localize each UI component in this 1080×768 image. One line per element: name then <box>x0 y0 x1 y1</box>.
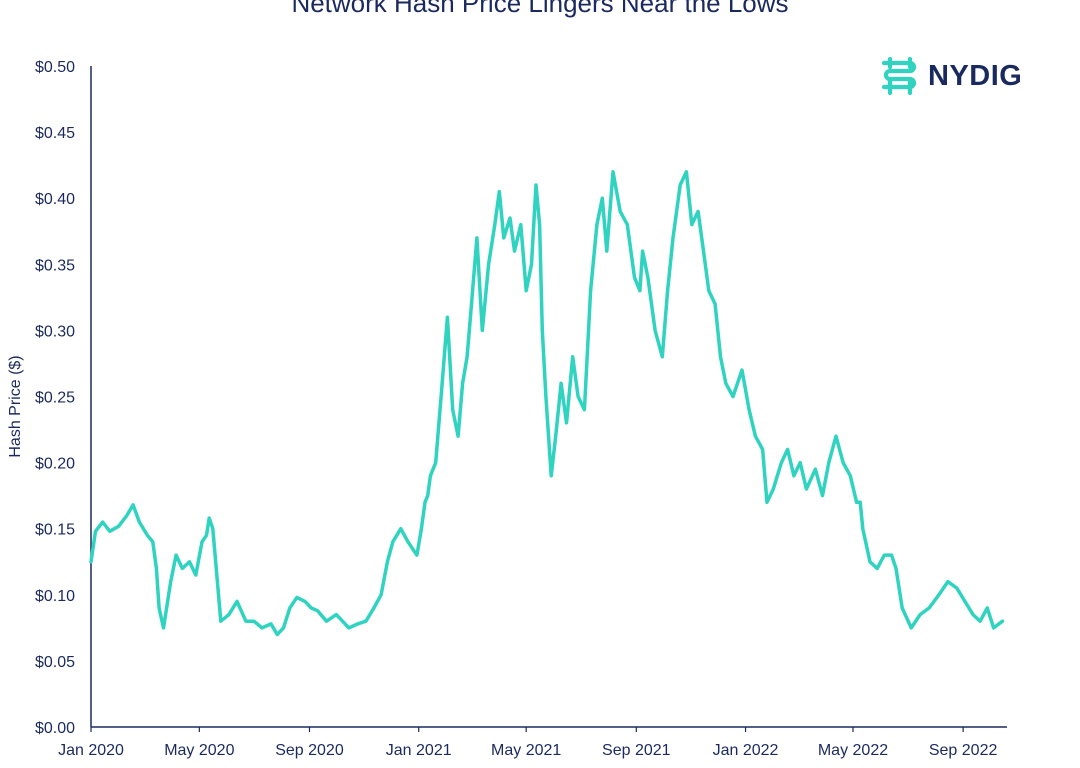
y-tick-label: $0.25 <box>35 390 75 407</box>
y-tick-label: $0.15 <box>35 522 75 539</box>
x-tick-label: Jan 2022 <box>713 742 779 759</box>
y-tick-label: $0.10 <box>35 588 75 605</box>
y-tick-label: $0.30 <box>35 323 75 340</box>
y-tick-label: $0.05 <box>35 654 75 671</box>
y-tick-label: $0.40 <box>35 191 75 208</box>
x-tick-label: Jan 2021 <box>386 742 452 759</box>
y-axis: $0.00 $0.05 $0.10 $0.15 $0.20 $0.25 $0.30 $0.35… <box>35 59 92 737</box>
y-tick-label: $0.50 <box>35 59 75 76</box>
x-tick-label: Sep 2020 <box>275 742 344 759</box>
x-tick-label: Jan 2020 <box>58 742 124 759</box>
series-line-hash-price <box>89 170 1005 637</box>
nydig-logo-text: NYDIG <box>928 59 1023 92</box>
x-tick-label: May 2022 <box>818 742 888 759</box>
x-tick-label: May 2020 <box>164 742 234 759</box>
x-tick-label: Sep 2021 <box>602 742 671 759</box>
y-tick-label: $0.45 <box>35 125 75 142</box>
y-axis-label: Hash Price ($) <box>7 355 24 457</box>
y-tick-label: $0.35 <box>35 257 75 274</box>
nydig-logo: NYDIG <box>878 54 1022 98</box>
y-tick-label: $0.20 <box>35 456 75 473</box>
x-tick-label: May 2021 <box>491 742 561 759</box>
x-tick-label: Sep 2022 <box>929 742 998 759</box>
y-tick-label: $0.00 <box>35 720 75 737</box>
plot-area <box>89 170 1005 637</box>
x-axis: Jan 2020 May 2020 Sep 2020 Jan 2021 May 2021… <box>58 726 1007 759</box>
chart-title: Network Hash Price Lingers Near the Lows <box>291 0 789 18</box>
nydig-logo-icon <box>881 56 917 96</box>
